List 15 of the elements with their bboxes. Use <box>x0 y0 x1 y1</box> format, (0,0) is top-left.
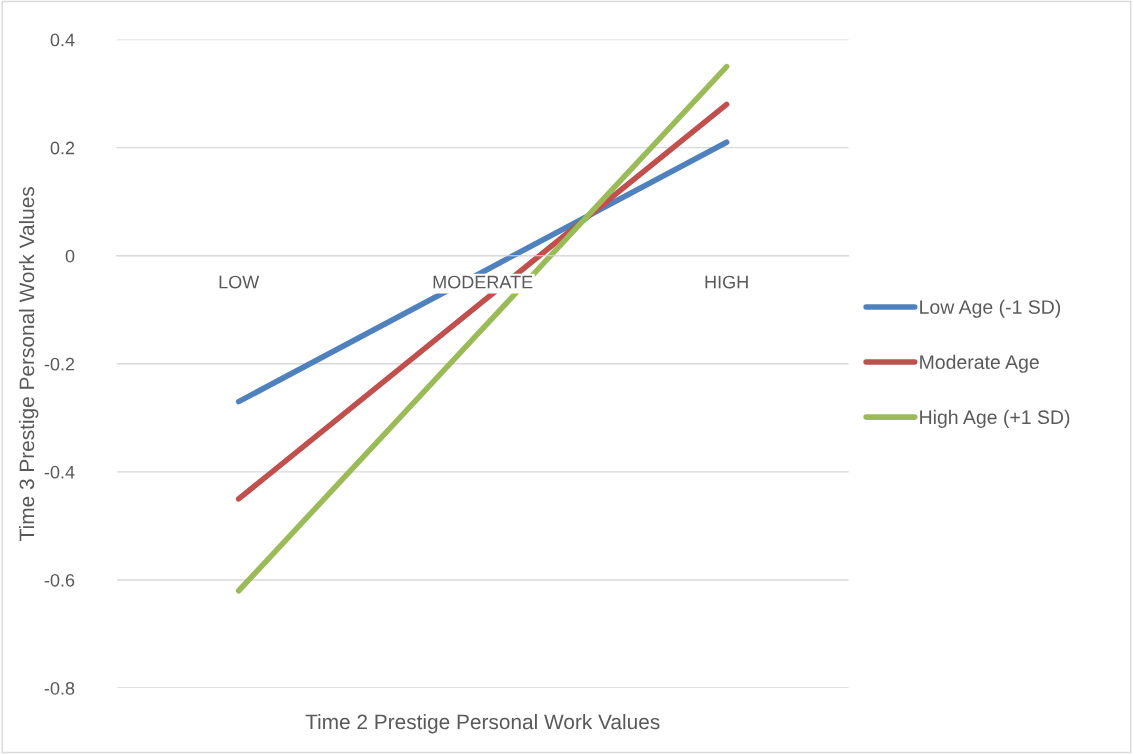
y-tick-label: 0 <box>65 249 75 263</box>
y-tick-label: 0.4 <box>50 33 75 47</box>
x-axis-title: Time 2 Prestige Personal Work Values <box>305 713 660 734</box>
legend-label: Moderate Age <box>920 354 1039 373</box>
y-tick-label: -0.4 <box>44 465 75 479</box>
x-tick-label: HIGH <box>705 275 748 289</box>
x-tick-label: MODERATE <box>433 275 533 289</box>
y-tick-label: -0.2 <box>44 357 75 371</box>
y-tick-label: -0.8 <box>44 681 75 695</box>
y-axis-title: Time 3 Prestige Personal Work Values <box>18 187 39 541</box>
legend-label: High Age (+1 SD) <box>920 409 1070 428</box>
x-tick-label: LOW <box>219 275 260 289</box>
y-tick-label: 0.2 <box>50 141 75 155</box>
legend-label: Low Age (-1 SD) <box>920 299 1061 318</box>
y-tick-label: -0.6 <box>44 573 75 587</box>
